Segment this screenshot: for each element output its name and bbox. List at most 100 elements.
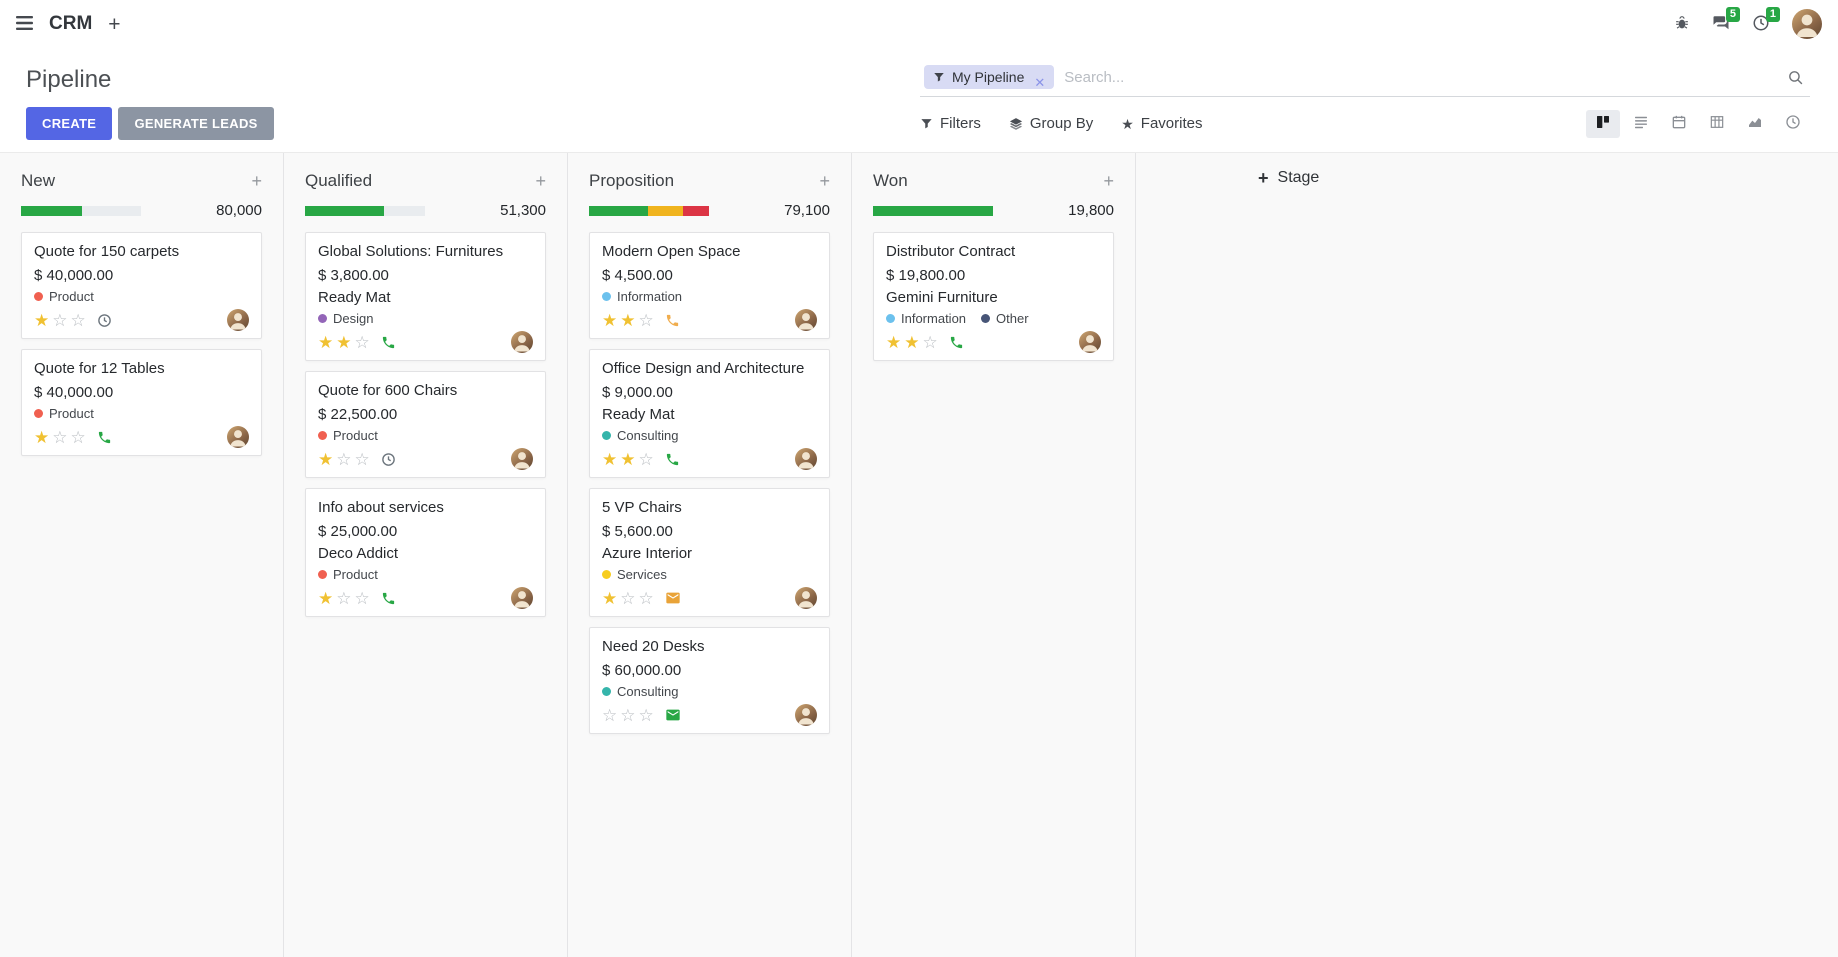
star-empty-icon[interactable]: ☆ <box>922 332 938 352</box>
generate-leads-button[interactable]: GENERATE LEADS <box>118 107 274 140</box>
kanban-card[interactable]: Info about services $ 25,000.00 Deco Add… <box>305 488 546 617</box>
progress-segment-success[interactable] <box>873 205 993 216</box>
list-view-icon <box>1633 114 1649 133</box>
column-progressbar[interactable] <box>589 205 709 216</box>
phone-activity-icon[interactable] <box>665 313 680 328</box>
star-filled-icon[interactable]: ★ <box>886 332 902 352</box>
star-empty-icon[interactable]: ☆ <box>52 310 68 330</box>
add-stage-button[interactable]: + Stage <box>1258 169 1319 187</box>
column-title[interactable]: Proposition <box>589 171 675 190</box>
star-filled-icon[interactable]: ★ <box>602 449 618 469</box>
kanban-card[interactable]: 5 VP Chairs $ 5,600.00 Azure Interior Se… <box>589 488 830 617</box>
view-switch-calendar[interactable] <box>1662 110 1696 138</box>
phone-activity-icon[interactable] <box>665 452 680 467</box>
kanban-card[interactable]: Modern Open Space $ 4,500.00 Information… <box>589 232 830 339</box>
star-filled-icon[interactable]: ★ <box>318 332 334 352</box>
remove-facet-button[interactable]: ✕ <box>1034 76 1045 89</box>
star-empty-icon[interactable]: ☆ <box>620 588 636 608</box>
progress-segment-warning[interactable] <box>647 205 683 216</box>
add-record-button[interactable]: + <box>819 172 830 190</box>
clock-activity-icon[interactable] <box>381 452 396 467</box>
progress-segment-success[interactable] <box>589 205 648 216</box>
progress-segment-success[interactable] <box>305 205 385 216</box>
user-avatar[interactable] <box>1792 9 1822 39</box>
progress-segment-success[interactable] <box>21 205 83 216</box>
star-empty-icon[interactable]: ☆ <box>336 449 352 469</box>
filters-menu-button[interactable]: Filters <box>920 115 981 132</box>
phone-activity-icon[interactable] <box>381 335 396 350</box>
plus-icon: + <box>819 171 830 191</box>
star-empty-icon[interactable]: ☆ <box>602 705 618 725</box>
star-empty-icon[interactable]: ☆ <box>354 588 370 608</box>
view-switch-list[interactable] <box>1624 110 1658 138</box>
kanban-card[interactable]: Need 20 Desks $ 60,000.00 Consulting ☆ ☆ ☆ <box>589 627 830 734</box>
star-empty-icon[interactable]: ☆ <box>638 588 654 608</box>
group-by-menu-button[interactable]: Group By <box>1009 115 1093 132</box>
star-filled-icon[interactable]: ★ <box>34 427 50 447</box>
card-partner: Deco Addict <box>318 545 399 562</box>
add-record-button[interactable]: + <box>535 172 546 190</box>
kanban-card[interactable]: Office Design and Architecture $ 9,000.0… <box>589 349 830 478</box>
kanban-card[interactable]: Quote for 600 Chairs $ 22,500.00 Product… <box>305 371 546 478</box>
star-filled-icon[interactable]: ★ <box>34 310 50 330</box>
star-empty-icon[interactable]: ☆ <box>354 449 370 469</box>
star-filled-icon[interactable]: ★ <box>620 449 636 469</box>
kanban-card[interactable]: Quote for 150 carpets $ 40,000.00 Produc… <box>21 232 262 339</box>
phone-activity-icon[interactable] <box>381 591 396 606</box>
priority-stars: ★ ☆ ☆ <box>34 429 89 446</box>
star-empty-icon[interactable]: ☆ <box>620 705 636 725</box>
envelope-activity-icon[interactable] <box>665 590 681 606</box>
navbar-add-button[interactable]: + <box>108 14 120 35</box>
search-input[interactable]: Search... <box>1064 68 1125 86</box>
progress-segment-danger[interactable] <box>682 205 709 216</box>
apps-menu-button[interactable] <box>16 15 33 33</box>
favorites-menu-button[interactable]: ★ Favorites <box>1121 115 1202 132</box>
add-record-button[interactable]: + <box>1103 172 1114 190</box>
view-switch-activity[interactable] <box>1776 110 1810 138</box>
messages-menu-button[interactable]: 5 <box>1712 6 1740 35</box>
column-title[interactable]: Qualified <box>305 171 373 190</box>
column-title[interactable]: New <box>21 171 56 190</box>
kanban-card[interactable]: Global Solutions: Furnitures $ 3,800.00 … <box>305 232 546 361</box>
star-filled-icon[interactable]: ★ <box>602 588 618 608</box>
column-title[interactable]: Won <box>873 171 908 190</box>
star-filled-icon[interactable]: ★ <box>336 332 352 352</box>
column-total: 79,100 <box>784 202 830 219</box>
star-filled-icon[interactable]: ★ <box>602 310 618 330</box>
star-filled-icon[interactable]: ★ <box>318 449 334 469</box>
phone-activity-icon[interactable] <box>97 430 112 445</box>
search-bar[interactable]: My Pipeline ✕ Search... <box>920 62 1810 97</box>
view-switch-kanban[interactable] <box>1586 109 1620 138</box>
star-empty-icon[interactable]: ☆ <box>52 427 68 447</box>
star-empty-icon[interactable]: ☆ <box>638 310 654 330</box>
star-empty-icon[interactable]: ☆ <box>638 449 654 469</box>
column-progressbar[interactable] <box>305 205 425 216</box>
star-filled-icon[interactable]: ★ <box>620 310 636 330</box>
search-facet-label: My Pipeline <box>952 69 1025 85</box>
debug-button[interactable] <box>1674 15 1690 34</box>
star-empty-icon[interactable]: ☆ <box>70 310 86 330</box>
star-filled-icon[interactable]: ★ <box>904 332 920 352</box>
column-progressbar[interactable] <box>873 205 993 216</box>
star-empty-icon[interactable]: ☆ <box>70 427 86 447</box>
phone-activity-icon[interactable] <box>949 335 964 350</box>
envelope-activity-icon[interactable] <box>665 707 681 723</box>
view-switch-graph[interactable] <box>1738 110 1772 138</box>
app-name[interactable]: CRM <box>49 13 93 34</box>
activities-menu-button[interactable]: 1 <box>1752 6 1780 35</box>
star-empty-icon[interactable]: ☆ <box>354 332 370 352</box>
star-empty-icon[interactable]: ☆ <box>336 588 352 608</box>
kanban-card[interactable]: Quote for 12 Tables $ 40,000.00 Product … <box>21 349 262 456</box>
tag-label: Product <box>49 406 94 421</box>
create-button[interactable]: CREATE <box>26 107 113 140</box>
search-icon[interactable] <box>1787 69 1804 86</box>
kanban-card[interactable]: Distributor Contract $ 19,800.00 Gemini … <box>873 232 1114 361</box>
star-filled-icon[interactable]: ★ <box>318 588 334 608</box>
priority-stars: ★ ★ ☆ <box>602 451 657 468</box>
view-switch-pivot[interactable] <box>1700 110 1734 138</box>
clock-activity-icon[interactable] <box>97 313 112 328</box>
column-progressbar[interactable] <box>21 205 141 216</box>
add-record-button[interactable]: + <box>251 172 262 190</box>
star-empty-icon[interactable]: ☆ <box>638 705 654 725</box>
card-amount: $ 40,000.00 <box>34 267 114 284</box>
